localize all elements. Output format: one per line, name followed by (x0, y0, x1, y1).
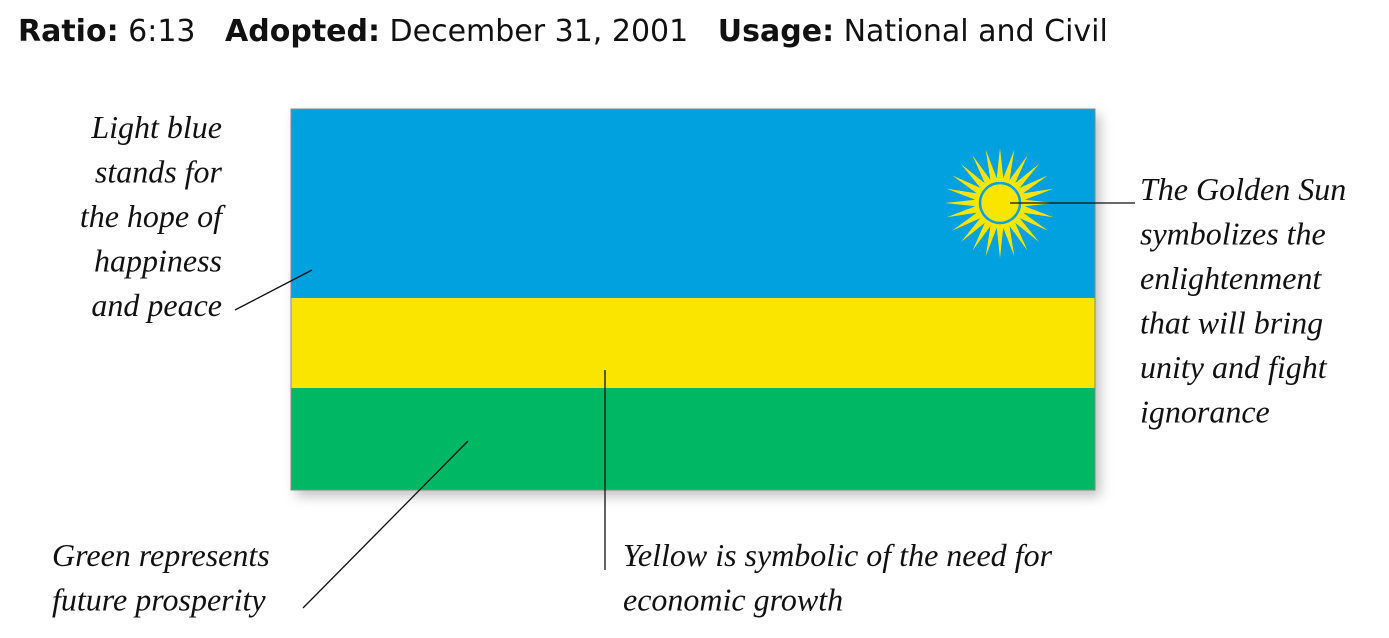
annotation-line: the hope of (80, 198, 226, 234)
annotation-line: The Golden Sun (1140, 171, 1346, 207)
annotation-line: happiness (94, 243, 222, 279)
annotation-line: and peace (91, 287, 222, 323)
flag (291, 109, 1095, 490)
annotation-line: stands for (95, 154, 223, 190)
flag-border (290, 108, 1096, 491)
header-label: Adopted: (225, 14, 380, 49)
annotation-line: enlightenment (1140, 260, 1322, 296)
annotation-line: that will bring (1140, 305, 1323, 341)
header-value: December 31, 2001 (390, 14, 689, 49)
leader-line (234, 269, 313, 311)
green-band (291, 388, 1095, 490)
header-label: Usage: (718, 14, 834, 49)
header-label: Ratio: (18, 14, 119, 49)
annotations: Light blue stands for the hope of happiness… (52, 109, 1346, 618)
header: Ratio: 6:13 Adopted: December 31, 2001 U… (18, 14, 1108, 49)
annotation-line: economic growth (623, 582, 843, 618)
sun-disk (983, 186, 1017, 220)
annotation-line: Green represents (52, 537, 270, 573)
header-value: National and Civil (844, 14, 1108, 49)
annotation-line: ignorance (1140, 394, 1270, 430)
leader-line (302, 440, 469, 609)
annotation-line: symbolizes the (1140, 216, 1326, 252)
annotation-line: Light blue (90, 109, 222, 145)
annotation-line: unity and fight (1140, 349, 1328, 385)
sun (945, 148, 1055, 258)
yellow-band (291, 298, 1095, 388)
annotation-line: future prosperity (52, 582, 266, 618)
header-value: 6:13 (128, 14, 195, 49)
annotation-line: Yellow is symbolic of the need for (623, 537, 1053, 573)
